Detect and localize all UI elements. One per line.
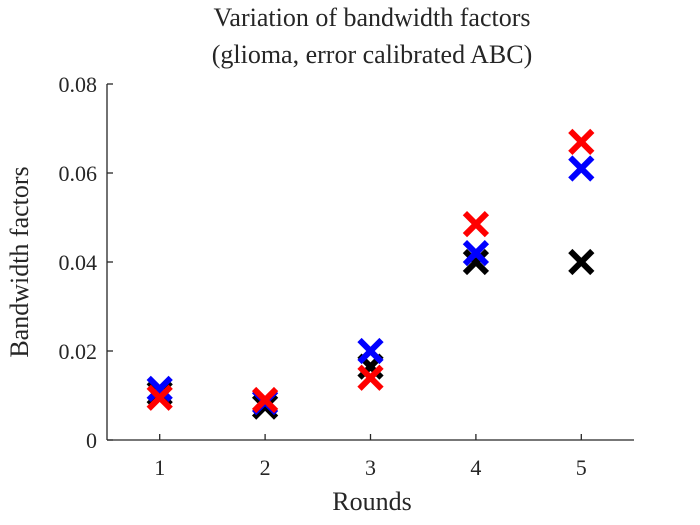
x-tick-label: 1 (154, 455, 165, 480)
data-point-series-3 (251, 386, 279, 414)
data-point-series-2 (568, 155, 595, 182)
y-tick-label: 0.02 (59, 339, 98, 364)
data-point-series-3 (146, 384, 173, 411)
markers (146, 128, 595, 420)
data-point-series-2 (146, 375, 173, 402)
data-point-series-2 (462, 239, 490, 267)
x-axis-label: Rounds (332, 487, 411, 516)
x-tick-label: 5 (576, 455, 587, 480)
y-tick-label: 0 (86, 428, 97, 453)
y-tick-label: 0.08 (59, 72, 98, 97)
y-tick-label: 0.04 (59, 250, 98, 275)
chart-title-line-2: (glioma, error calibrated ABC) (212, 40, 533, 69)
ticks: 1 2 3 4 5 0 0.02 0.04 0.06 0.08 (59, 72, 587, 480)
data-point-series-3 (568, 128, 595, 155)
x-tick-label: 3 (365, 455, 376, 480)
y-tick-label: 0.06 (59, 161, 98, 186)
data-point-series-2 (357, 337, 384, 365)
data-point-series-1 (568, 248, 595, 276)
y-axis-label: Bandwidth factors (5, 166, 34, 357)
data-point-series-1 (146, 380, 173, 407)
x-tick-label: 4 (470, 455, 481, 480)
data-point-series-3 (462, 211, 490, 238)
x-tick-label: 2 (260, 455, 271, 480)
chart-title-line-1: Variation of bandwidth factors (214, 3, 531, 32)
axes (106, 84, 634, 441)
data-point-series-3 (357, 364, 384, 391)
data-point-series-1 (251, 393, 279, 420)
data-point-series-1 (462, 248, 490, 276)
